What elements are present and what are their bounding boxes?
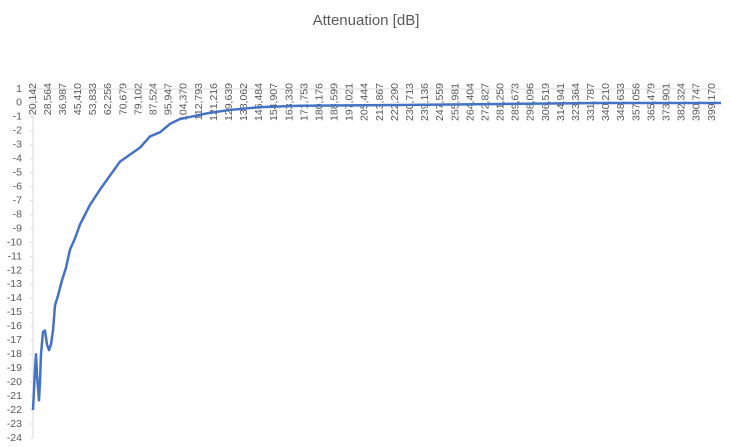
x-tick-label: 171,753 <box>298 83 310 121</box>
y-tick-label: -22 <box>7 404 22 416</box>
x-tick-label: 298,096 <box>525 83 537 121</box>
y-tick-label: -10 <box>7 236 22 248</box>
x-tick-label: 272,827 <box>479 83 491 121</box>
y-tick-label: -8 <box>13 208 22 220</box>
x-tick-label: 62,256 <box>102 83 114 115</box>
x-tick-label: 163,330 <box>283 83 295 121</box>
x-tick-label: 87,524 <box>147 83 159 115</box>
y-tick-label: -14 <box>7 292 22 304</box>
y-tick-label: -19 <box>7 362 22 374</box>
x-tick-label: 255,981 <box>449 83 461 121</box>
y-tick-label: -3 <box>13 139 22 151</box>
x-tick-label: 247,559 <box>434 83 446 121</box>
y-tick-label: -1 <box>13 111 22 123</box>
y-tick-label: -4 <box>13 153 22 165</box>
x-tick-label: 53,833 <box>87 83 99 115</box>
x-tick-label: 45,410 <box>72 83 84 115</box>
y-tick-label: -9 <box>13 222 22 234</box>
y-tick-label: -20 <box>7 376 22 388</box>
x-tick-label: 104,370 <box>178 83 190 121</box>
x-tick-label: 112,793 <box>193 83 205 120</box>
x-tick-label: 230,713 <box>404 83 416 121</box>
y-tick-label: -12 <box>7 264 22 276</box>
x-tick-label: 180,176 <box>313 83 325 121</box>
x-tick-label: 289,673 <box>510 83 522 121</box>
x-tick-label: 205,444 <box>359 83 371 121</box>
y-tick-label: -11 <box>8 250 23 262</box>
y-tick-label: -23 <box>7 418 22 430</box>
x-tick-label: 197,021 <box>344 83 356 121</box>
x-tick-label: 222,290 <box>389 83 401 121</box>
y-tick-label: 0 <box>16 97 22 109</box>
y-tick-label: -2 <box>13 125 22 137</box>
x-tick-label: 306,519 <box>540 83 552 121</box>
x-tick-label: 138,062 <box>238 83 250 121</box>
chart-title: Attenuation [dB] <box>313 12 420 29</box>
x-tick-label: 154,907 <box>268 83 280 121</box>
x-tick-label: 70,679 <box>117 83 129 115</box>
x-tick-label: 95,947 <box>163 83 175 115</box>
y-tick-label: -5 <box>13 167 22 179</box>
y-tick-label: -6 <box>13 181 22 193</box>
x-tick-label: 314,941 <box>555 83 567 121</box>
x-tick-label: 323,364 <box>570 83 582 121</box>
x-tick-label: 146,484 <box>253 83 265 121</box>
y-tick-label: -13 <box>7 278 22 290</box>
x-tick-label: 264,404 <box>464 83 476 121</box>
x-tick-label: 213,867 <box>374 83 386 121</box>
y-tick-label: -16 <box>7 320 22 332</box>
x-tick-label: 28,564 <box>42 83 54 115</box>
x-tick-label: 36,987 <box>57 83 69 115</box>
y-tick-label: -17 <box>7 334 22 346</box>
y-tick-label: -18 <box>7 348 22 360</box>
x-tick-label: 188,599 <box>329 83 341 121</box>
x-tick-label: 239,136 <box>419 83 431 121</box>
y-tick-label: 1 <box>16 83 22 95</box>
x-tick-label: 281,250 <box>495 83 507 121</box>
data-line <box>31 101 721 411</box>
y-tick-label: -7 <box>13 194 22 206</box>
y-tick-label: -15 <box>7 306 22 318</box>
x-tick-label: 20,142 <box>27 83 39 115</box>
y-tick-label: -24 <box>7 432 22 444</box>
x-tick-label: 79,102 <box>132 83 144 115</box>
y-tick-label: -21 <box>7 390 22 402</box>
